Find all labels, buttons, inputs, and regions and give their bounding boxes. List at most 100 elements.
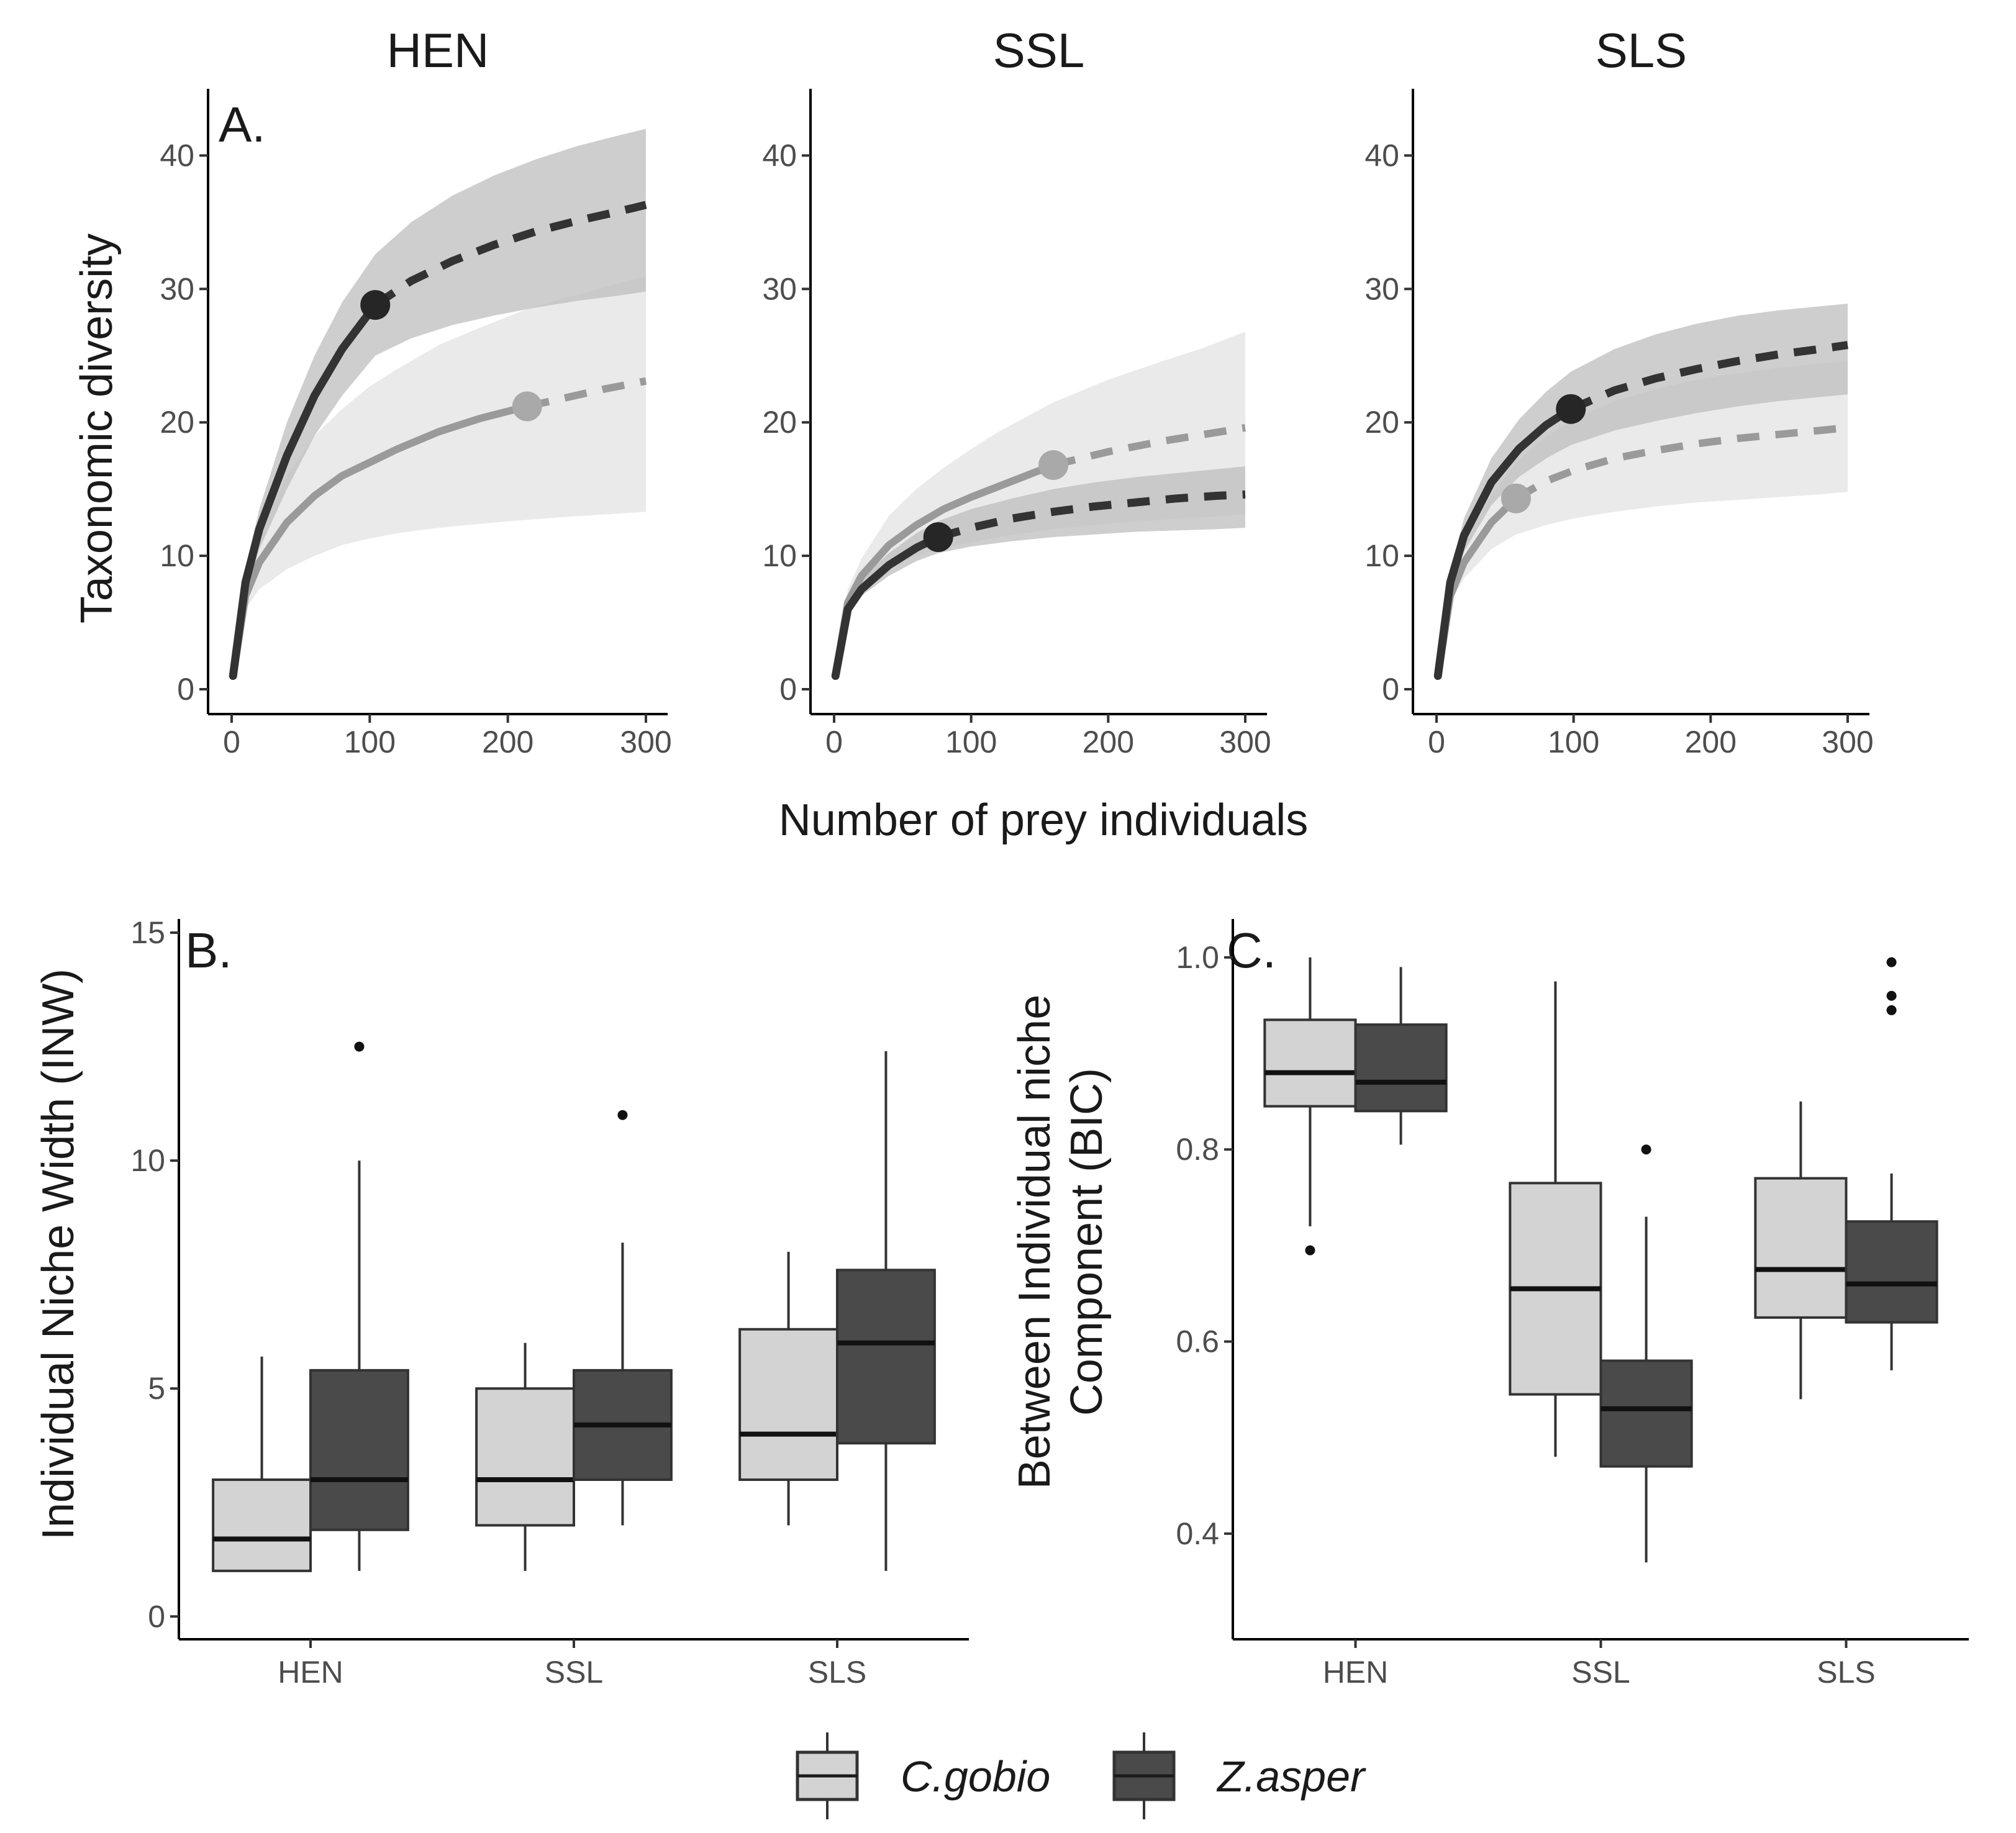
x-tick-label: 0 [825, 725, 843, 759]
y-tick-label: 20 [762, 405, 797, 440]
outlier-zasper [1886, 1005, 1897, 1015]
extrapolation-line-cgobio [526, 377, 647, 410]
y-title-line-2: Component (BIC) [1062, 1068, 1112, 1416]
legend-label-zasper: Z.asper [1216, 1752, 1366, 1801]
box-cgobio [1754, 1177, 1848, 1319]
x-tick-label: 100 [344, 725, 396, 759]
y-tick-label: 10 [762, 538, 797, 573]
y-tick-label: 20 [160, 405, 194, 440]
facet-hen: HEN 0 10 20 30 40 0 100 200 300 [160, 23, 671, 759]
box-zasper [836, 1269, 936, 1445]
y-tick-label: 0 [1382, 672, 1399, 707]
y-tick-label: 0.4 [1176, 1516, 1219, 1551]
box-zasper [1599, 1359, 1693, 1468]
facet-ssl: SSL 0 10 20 30 40 0 100 200 300 [762, 23, 1271, 759]
legend-label-cgobio: C.gobio [901, 1752, 1050, 1801]
box-zasper [1845, 1220, 1938, 1324]
y-tick-label: 0.6 [1176, 1324, 1219, 1359]
x-tick-label: 200 [1685, 725, 1737, 759]
extrapolation-line-cgobio [1052, 423, 1246, 469]
box-zasper [1354, 1023, 1448, 1113]
y-tick-label: 0.8 [1176, 1132, 1219, 1167]
y-tick-label: 15 [130, 915, 165, 950]
ci-band-cgobio [233, 275, 646, 676]
panel-a-y-axis-title: Taxonomic diversity [72, 233, 122, 623]
legend-item-zasper: Z.asper [1112, 1732, 1366, 1819]
y-tick-label: 10 [160, 538, 194, 573]
facet-sls: SLS 0 10 20 30 40 0 100 200 300 [1364, 23, 1873, 759]
observed-point-cgobio [512, 391, 542, 422]
observed-point-cgobio [1501, 483, 1531, 514]
y-tick-label: 40 [762, 138, 797, 173]
x-tick-label: HEN [278, 1655, 343, 1690]
outlier-zasper [617, 1110, 628, 1120]
box-cgobio [738, 1328, 838, 1482]
panel-b-plot: 0 5 10 15 HEN SSL SLS [130, 915, 969, 1690]
x-tick-label: SLS [808, 1655, 867, 1690]
panel-c-plot: 0.4 0.6 0.8 1.0 HEN SSL SLS [1176, 919, 1969, 1690]
facet-title: HEN [387, 23, 489, 78]
extrapolation-line-zasper [937, 490, 1246, 541]
panel-c-boxplot: C. Between Individual nicheComponent (BI… [1010, 919, 1969, 1690]
facet-title: SSL [993, 23, 1084, 78]
panel-c-label: C. [1227, 923, 1276, 978]
ci-band-zasper [1438, 303, 1848, 676]
rarefaction-line-zasper [831, 533, 943, 681]
panel-a-x-axis-title: Number of prey individuals [779, 795, 1308, 845]
extrapolation-line-zasper [1569, 341, 1848, 413]
y-tick-label: 0 [148, 1599, 165, 1634]
y-tick-label: 20 [1364, 405, 1399, 440]
outlier-zasper [1886, 990, 1897, 1001]
legend-item-cgobio: C.gobio [796, 1732, 1050, 1819]
panel-a-rarefaction: A. Taxonomic diversity Number of prey in… [72, 23, 1874, 845]
outlier-zasper [1886, 957, 1897, 967]
panel-b-label: B. [185, 923, 232, 978]
x-tick-label: SSL [1571, 1655, 1630, 1690]
observed-point-zasper [923, 522, 953, 553]
y-tick-label: 10 [130, 1143, 165, 1178]
y-tick-label: 0 [779, 672, 797, 707]
x-tick-label: 0 [1428, 725, 1445, 759]
x-tick-label: 300 [1219, 725, 1271, 759]
box-cgobio [1263, 1018, 1357, 1108]
y-tick-label: 10 [1364, 538, 1399, 573]
rarefaction-line-zasper [1433, 405, 1575, 681]
outlier-zasper [1641, 1144, 1651, 1155]
box-zasper [309, 1369, 409, 1531]
y-tick-label: 30 [762, 271, 797, 306]
panel-a-label: A. [219, 97, 266, 152]
extrapolation-line-cgobio [1514, 423, 1848, 502]
x-tick-label: 100 [945, 725, 997, 759]
x-tick-label: 100 [1548, 725, 1599, 759]
extrapolation-line-zasper [373, 201, 647, 309]
facet-title: SLS [1596, 23, 1687, 78]
panel-c-y-axis-title-line1: Between Individual nicheComponent (BIC) [1010, 995, 1112, 1490]
x-tick-label: 300 [620, 725, 671, 759]
y-tick-label: 40 [160, 138, 194, 173]
y-tick-label: 30 [160, 271, 194, 306]
x-tick-label: 200 [1083, 725, 1134, 759]
box-cgobio [212, 1478, 312, 1572]
y-title-line-1: Between Individual niche [1010, 995, 1060, 1490]
box-cgobio [475, 1387, 575, 1527]
y-tick-label: 30 [1364, 271, 1399, 306]
observed-point-cgobio [1038, 450, 1069, 480]
rarefaction-line-zasper [229, 301, 379, 681]
outlier-zasper [354, 1041, 365, 1052]
x-tick-label: 0 [223, 725, 240, 759]
x-tick-label: 200 [482, 725, 534, 759]
x-tick-label: SLS [1817, 1655, 1876, 1690]
y-tick-label: 40 [1364, 138, 1399, 173]
x-tick-label: HEN [1323, 1655, 1389, 1690]
outlier-cgobio [1305, 1245, 1315, 1256]
x-tick-label: 300 [1822, 725, 1873, 759]
observed-point-zasper [360, 290, 391, 320]
observed-point-zasper [1556, 394, 1586, 424]
y-tick-label: 0 [177, 672, 194, 707]
rarefaction-line-cgobio [832, 461, 1058, 680]
rarefaction-line-cgobio [229, 402, 531, 680]
panel-b-boxplot: B. Individual Niche Width (INW) 0 5 10 15 HE… [34, 915, 969, 1690]
y-tick-label: 1.0 [1176, 940, 1219, 975]
ci-band-zasper [835, 466, 1245, 676]
